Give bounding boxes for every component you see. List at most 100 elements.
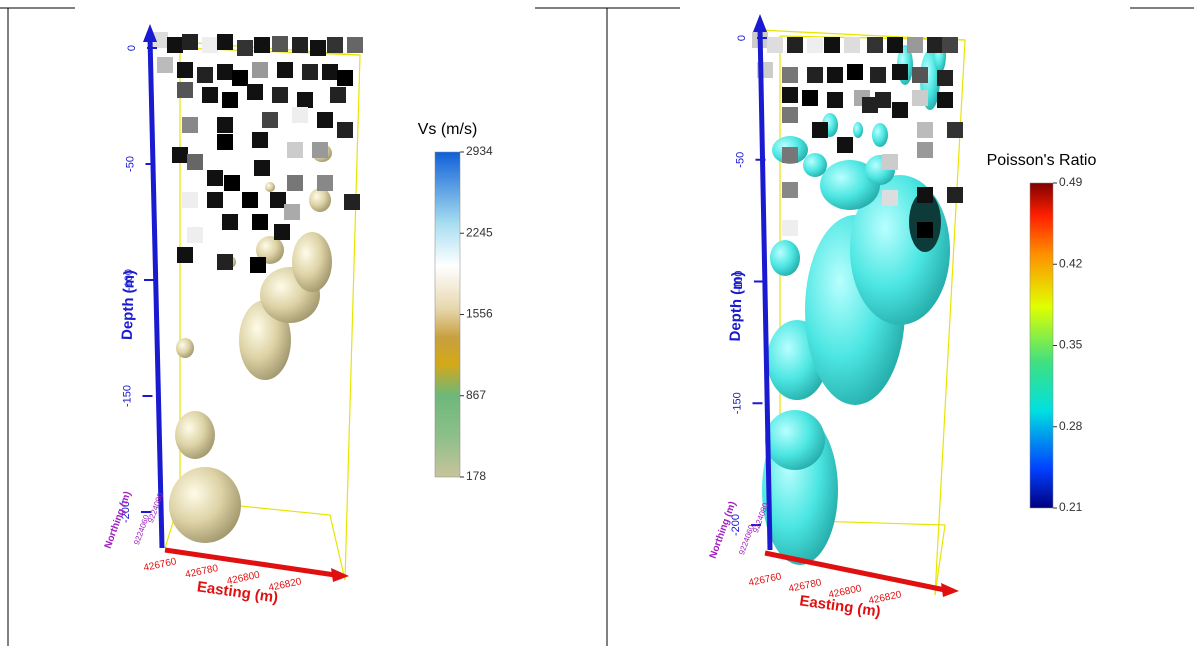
voxel <box>157 57 173 73</box>
depth-axis <box>150 38 162 548</box>
voxel <box>867 37 883 53</box>
voxel <box>824 37 840 53</box>
voxel <box>947 187 963 203</box>
voxel <box>782 147 798 163</box>
voxel <box>917 222 933 238</box>
voxel <box>330 87 346 103</box>
voxel <box>837 137 853 153</box>
voxel <box>217 134 233 150</box>
voxel <box>217 34 233 50</box>
voxel <box>224 175 240 191</box>
voxel <box>292 107 308 123</box>
axis-arrow <box>753 14 767 32</box>
colorbar-tick-label: 0.21 <box>1059 500 1083 514</box>
voxel <box>197 67 213 83</box>
voxel <box>187 154 203 170</box>
voxel <box>870 67 886 83</box>
easting-tick-label: 426760 <box>748 571 783 589</box>
voxel <box>182 34 198 50</box>
voxel <box>262 112 278 128</box>
voxel <box>322 64 338 80</box>
colorbar-tick-label: 0.35 <box>1059 338 1083 352</box>
voxel <box>287 142 303 158</box>
voxel <box>892 102 908 118</box>
depth-label: Depth (m) <box>119 270 138 341</box>
voxel <box>782 220 798 236</box>
voxel <box>177 247 193 263</box>
colorbar <box>1030 183 1053 508</box>
voxel <box>767 37 783 53</box>
voxel <box>247 84 263 100</box>
voxel <box>207 192 223 208</box>
voxel <box>217 254 233 270</box>
voxel <box>827 92 843 108</box>
voxel <box>274 224 290 240</box>
axis-arrow <box>331 568 349 582</box>
voxel <box>907 37 923 53</box>
voxel <box>292 37 308 53</box>
voxel <box>917 122 933 138</box>
voxel <box>172 147 188 163</box>
depth-label: Depth (m) <box>727 271 746 342</box>
easting-tick-label: 426760 <box>143 556 178 574</box>
voxel <box>310 40 326 56</box>
voxel <box>882 154 898 170</box>
voxel <box>284 204 300 220</box>
voxel <box>847 64 863 80</box>
depth-tick-label: -50 <box>124 156 136 172</box>
voxel <box>927 37 943 53</box>
voxel <box>287 175 303 191</box>
voxel <box>237 40 253 56</box>
voxel <box>177 62 193 78</box>
colorbar-title: Poisson's Ratio <box>987 152 1097 169</box>
voxel <box>252 132 268 148</box>
voxel <box>862 97 878 113</box>
depth-tick-label: 0 <box>126 45 138 51</box>
depth-tick-label: 0 <box>736 35 748 41</box>
colorbar-title: Vs (m/s) <box>418 121 478 138</box>
voxel <box>912 67 928 83</box>
voxel <box>802 90 818 106</box>
voxel <box>217 117 233 133</box>
voxel <box>337 122 353 138</box>
voxel <box>302 64 318 80</box>
colorbar-tick-label: 1556 <box>466 307 493 321</box>
voxel <box>942 37 958 53</box>
voxel <box>182 117 198 133</box>
colorbar <box>435 152 460 477</box>
voxel <box>167 37 183 53</box>
voxel <box>297 92 313 108</box>
colorbar-tick-label: 0.42 <box>1059 256 1083 270</box>
depth-tick-label: -150 <box>731 392 743 414</box>
axis-arrow <box>941 583 959 597</box>
voxel <box>242 192 258 208</box>
voxel <box>177 82 193 98</box>
voxel <box>812 122 828 138</box>
voxel <box>947 122 963 138</box>
figure: 0-50-100-150-200Depth (m)426760426780426… <box>0 0 1194 646</box>
voxel <box>317 175 333 191</box>
voxel <box>782 67 798 83</box>
voxel <box>327 37 343 53</box>
depth-tick-label: -50 <box>734 152 746 168</box>
voxel <box>844 37 860 53</box>
voxel <box>882 190 898 206</box>
voxel <box>344 194 360 210</box>
voxel <box>217 64 233 80</box>
voxel <box>277 62 293 78</box>
voxel <box>892 64 908 80</box>
voxel <box>252 62 268 78</box>
colorbar-tick-label: 178 <box>466 469 486 483</box>
voxel <box>187 227 203 243</box>
voxel <box>272 36 288 52</box>
voxel <box>270 192 286 208</box>
voxel <box>337 70 353 86</box>
colorbar-tick-label: 0.28 <box>1059 419 1083 433</box>
voxel <box>347 37 363 53</box>
voxel <box>912 90 928 106</box>
panel-vs: 0-50-100-150-200Depth (m)426760426780426… <box>103 24 493 607</box>
colorbar-tick-label: 867 <box>466 388 486 402</box>
colorbar-tick-label: 2934 <box>466 144 493 158</box>
voxel <box>222 92 238 108</box>
